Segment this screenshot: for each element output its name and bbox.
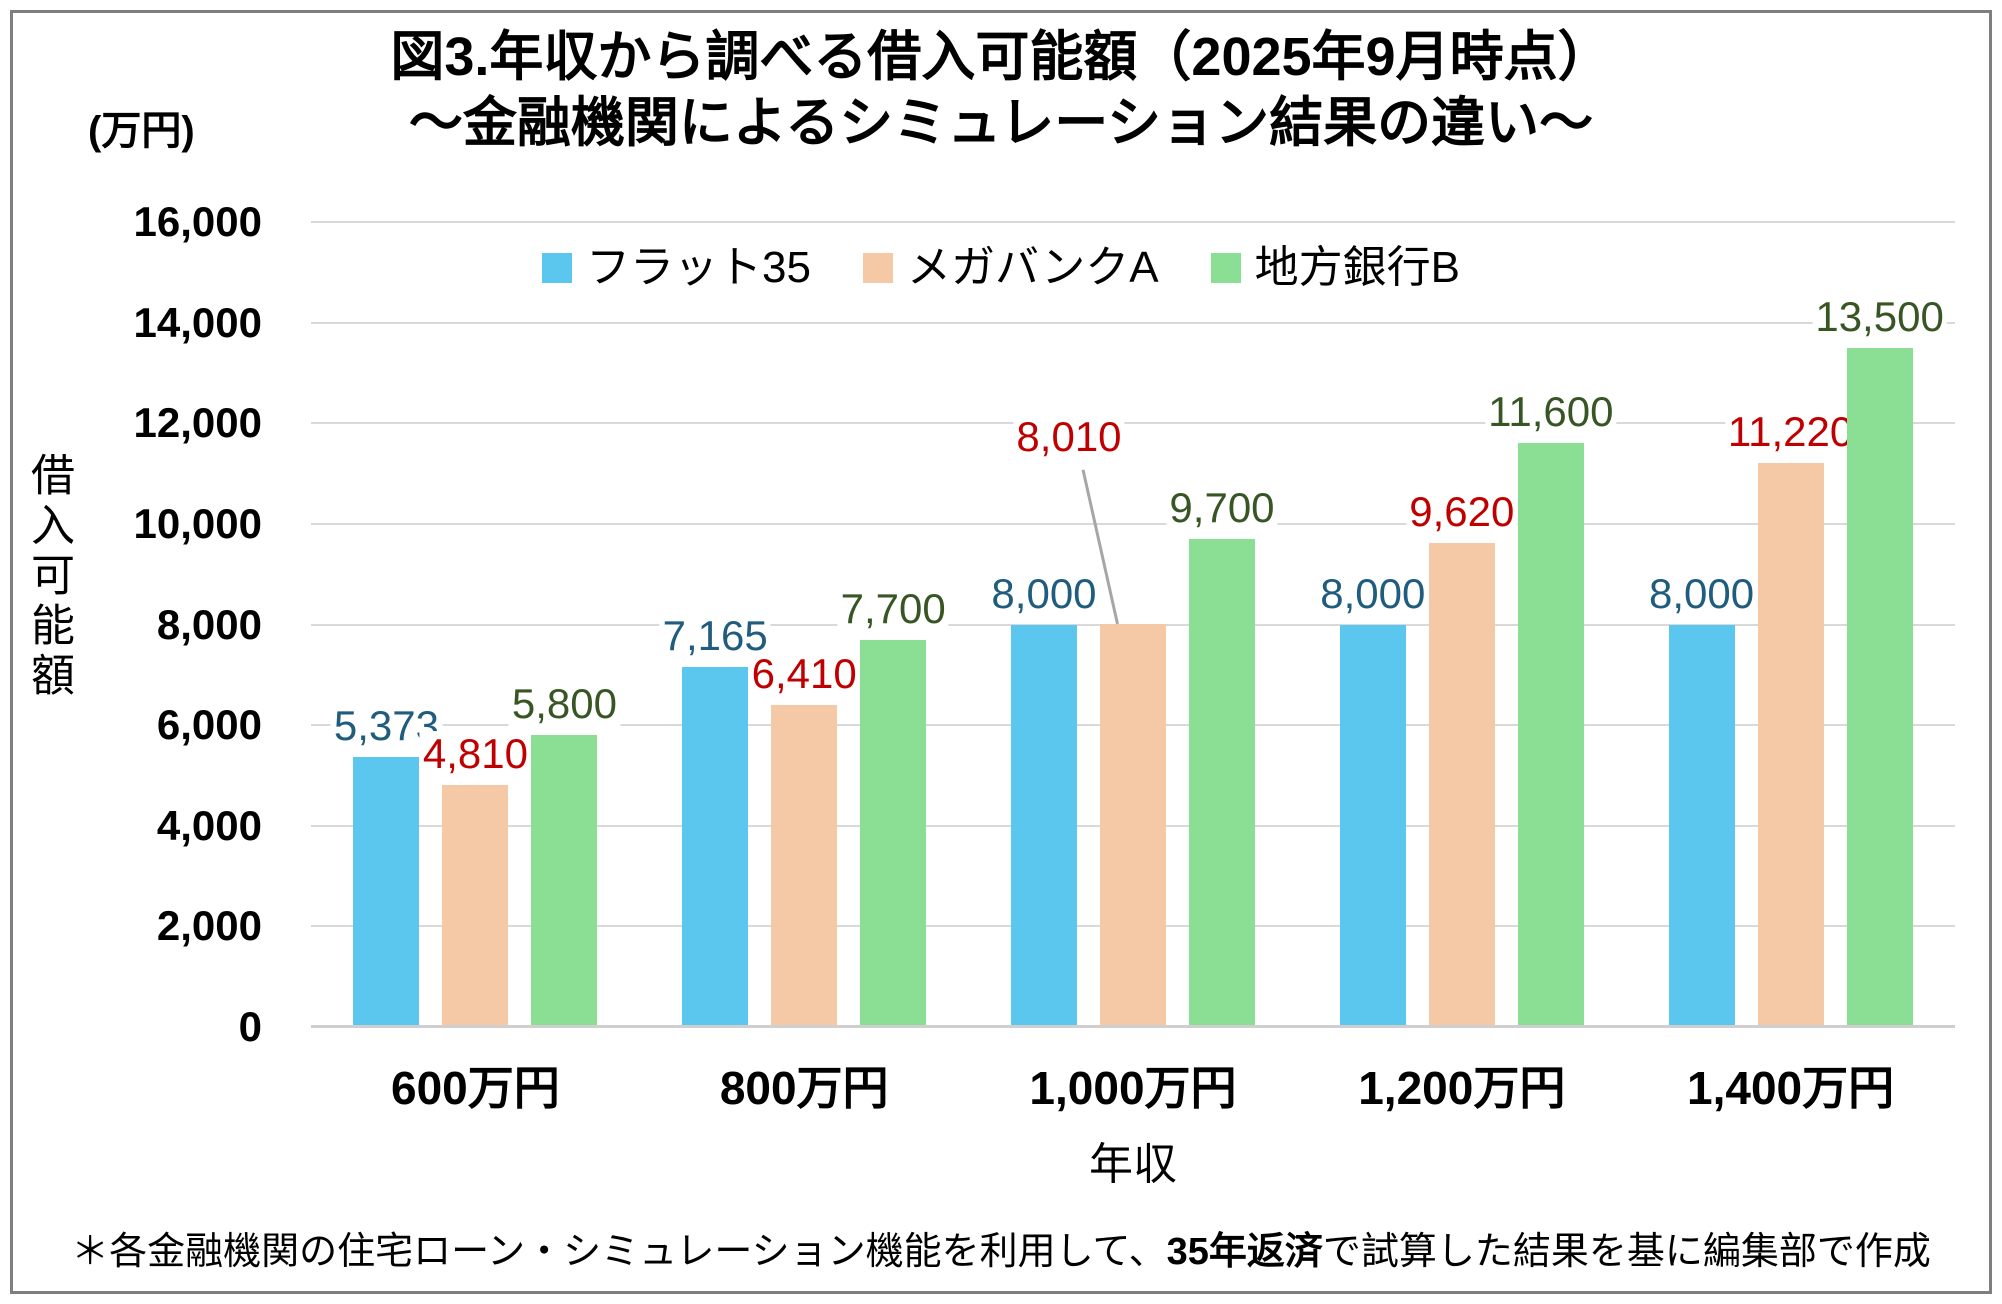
- legend-label: フラット35: [586, 243, 812, 292]
- bar-slot: 6,410: [748, 222, 860, 1027]
- gridline: [311, 322, 1955, 324]
- bar: [442, 785, 509, 1027]
- bar-value-label: 8,000: [988, 570, 1100, 617]
- legend: フラット35 メガバンクA 地方銀行B: [0, 244, 2002, 292]
- bar-value-label: 11,600: [1485, 389, 1617, 436]
- bar: [1846, 347, 1913, 1027]
- footnote: ＊各金融機関の住宅ローン・シミュレーション機能を利用して、35年返済で試算した結…: [0, 1220, 2002, 1275]
- chart-title: 図3.年収から調べる借入可能額（2025年9月時点） ～金融機関によるシミュレー…: [0, 24, 2002, 156]
- legend-item: 地方銀行B: [1210, 243, 1460, 292]
- bar-group: 8,000 9,620 11,600: [1297, 222, 1626, 1027]
- gridline: [311, 221, 1955, 223]
- bar: [1428, 543, 1495, 1027]
- legend-swatch-icon: [863, 253, 894, 283]
- x-axis-line: [311, 1025, 1955, 1028]
- bar-slot: 5,373: [330, 222, 442, 1027]
- y-tick-label: 2,000: [156, 902, 262, 949]
- legend-label: メガバンクA: [907, 243, 1159, 292]
- bar-group: 5,373 4,810 5,800: [311, 222, 640, 1027]
- bar-value-label: 5,800: [508, 681, 620, 728]
- bar: [531, 735, 598, 1027]
- bar-value-label: 11,220: [1724, 408, 1857, 455]
- bar: [1339, 624, 1406, 1027]
- bar-value-label: 9,620: [1406, 489, 1518, 535]
- x-tick-label: 1,000万円: [1029, 1062, 1237, 1114]
- x-tick-label: 1,200万円: [1358, 1062, 1566, 1114]
- bar-value-label: 8,010: [1013, 414, 1125, 460]
- footnote-text: ＊各金融機関の住宅ローン・シミュレーション機能を利用して、: [71, 1231, 1167, 1273]
- y-tick-label: 0: [238, 1003, 262, 1050]
- bar-slot: 11,600: [1485, 222, 1617, 1027]
- chart-title-line1: 図3.年収から調べる借入可能額（2025年9月時点）: [390, 27, 1612, 87]
- y-axis-title: 借入可能額: [24, 452, 73, 702]
- footnote-text-suffix: で試算した結果を基に編集部で作成: [1322, 1231, 1931, 1273]
- bar-value-label: 7,165: [659, 612, 771, 659]
- legend-label: 地方銀行B: [1254, 243, 1460, 292]
- bar-value-label: 4,810: [419, 731, 531, 777]
- x-tick-label: 800万円: [719, 1062, 889, 1114]
- x-axis-title: 年収: [1089, 1140, 1177, 1189]
- chart-border: [10, 10, 1992, 1294]
- bar-value-label: 13,500: [1812, 293, 1947, 340]
- y-tick-label: 10,000: [133, 500, 262, 547]
- bar: [1517, 443, 1584, 1027]
- y-tick-label: 8,000: [156, 601, 262, 648]
- y-axis-unit-label: (万円): [88, 109, 195, 153]
- x-tick-label: 1,400万円: [1687, 1062, 1895, 1114]
- bar: [860, 639, 927, 1027]
- legend-item: フラット35: [542, 244, 811, 292]
- bar-slot: 11,220: [1724, 222, 1857, 1027]
- bar: [1757, 462, 1824, 1027]
- y-tick-label: 6,000: [156, 701, 262, 748]
- bar-groups: 5,373 4,810 5,800 7,165 6,410 7,700 8,000 8,010…: [311, 222, 1955, 1027]
- bar-slot: 8,000: [988, 222, 1100, 1027]
- y-tick-label: 4,000: [156, 802, 262, 849]
- bar-slot: 7,165: [659, 222, 771, 1027]
- bar: [1099, 624, 1166, 1027]
- bar-slot: 9,700: [1166, 222, 1278, 1027]
- bar-slot: 9,620: [1406, 222, 1518, 1027]
- footnote-bold-text: 35年返済: [1166, 1231, 1323, 1273]
- bar-value-label: 7,700: [837, 585, 949, 632]
- chart-title-line2: ～金融機関によるシミュレーション結果の違い～: [408, 93, 1594, 153]
- bar-slot: 4,810: [419, 222, 531, 1027]
- plot-area: 5,373 4,810 5,800 7,165 6,410 7,700 8,000 8,010…: [311, 221, 1955, 1028]
- bar-slot: 8,000: [1646, 222, 1758, 1027]
- x-tick-label: 600万円: [391, 1062, 560, 1114]
- bar-slot: 13,500: [1812, 222, 1947, 1027]
- gridline: [311, 422, 1955, 424]
- bar-slot: 8,000: [1317, 222, 1429, 1027]
- bar: [353, 756, 420, 1027]
- legend-swatch-icon: [1210, 253, 1241, 283]
- bar-slot: 7,700: [837, 222, 949, 1027]
- legend-item: メガバンクA: [863, 244, 1159, 292]
- gridline: [311, 523, 1955, 525]
- bar-value-label: 8,000: [1317, 570, 1429, 617]
- bar-slot: 8,010: [1013, 222, 1166, 1027]
- bar: [682, 666, 749, 1027]
- bar: [1188, 539, 1255, 1027]
- bar-slot: 5,800: [508, 222, 620, 1027]
- bar-value-label: 6,410: [748, 650, 860, 697]
- x-axis-tick-labels: 600万円 800万円 1,000万円 1,200万円 1,400万円: [311, 1052, 1955, 1118]
- y-axis-tick-labels: 0 2,000 4,000 6,000 8,000 10,000 12,000 14,000 1…: [0, 198, 262, 1050]
- y-tick-label: 16,000: [133, 198, 262, 245]
- bar-value-label: 9,700: [1166, 484, 1278, 531]
- bar-group: 8,000 11,220 13,500: [1626, 222, 1955, 1027]
- bar: [771, 704, 838, 1027]
- bar: [1010, 624, 1077, 1027]
- legend-swatch-icon: [542, 253, 573, 283]
- bar-value-label: 8,000: [1646, 570, 1758, 617]
- bar: [1668, 624, 1735, 1027]
- bar-group: 7,165 6,410 7,700: [640, 222, 969, 1027]
- y-tick-label: 14,000: [133, 299, 262, 346]
- y-tick-label: 12,000: [133, 399, 262, 446]
- bar-group: 8,000 8,010 9,700: [969, 222, 1298, 1027]
